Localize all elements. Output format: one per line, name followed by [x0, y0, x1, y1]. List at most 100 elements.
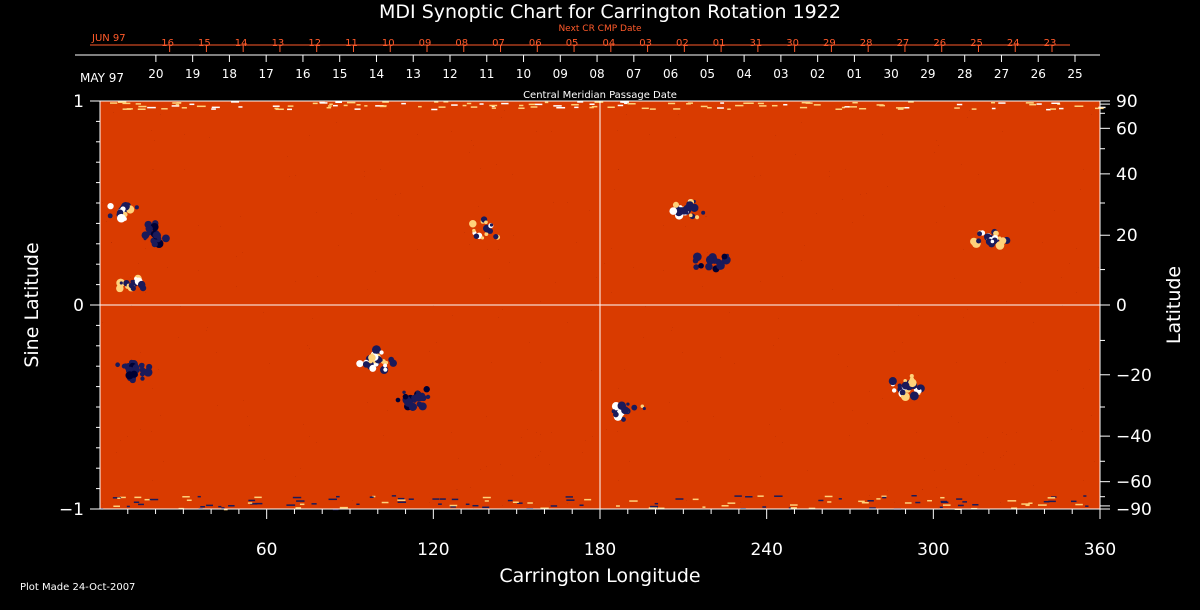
flux-element — [383, 363, 388, 368]
polar-flux — [629, 500, 638, 502]
polar-flux — [343, 104, 348, 107]
polar-flux — [574, 106, 579, 109]
polar-flux — [175, 104, 180, 106]
active-region — [115, 359, 153, 384]
next-cmp-date-label: 27 — [897, 38, 910, 49]
next-cmp-date-label: 29 — [823, 38, 836, 49]
polar-flux — [211, 108, 216, 110]
flux-element — [423, 386, 430, 393]
polar-flux — [182, 496, 190, 498]
flux-element — [402, 390, 406, 395]
flux-element — [909, 373, 914, 379]
polar-flux — [550, 505, 558, 507]
polar-flux — [401, 102, 406, 105]
polar-flux — [852, 101, 858, 104]
polar-flux — [735, 104, 744, 107]
polar-flux — [149, 498, 159, 501]
polar-flux — [667, 102, 676, 105]
y-tick-label-right: −90 — [1116, 500, 1152, 520]
polar-flux — [339, 506, 348, 509]
flux-element — [631, 404, 638, 411]
flux-element — [688, 213, 693, 218]
flux-element — [901, 381, 910, 390]
flux-element — [891, 388, 897, 393]
flux-element — [156, 235, 161, 240]
polar-flux — [805, 102, 813, 104]
y-tick-label-right: 60 — [1116, 119, 1138, 139]
polar-flux — [622, 101, 629, 103]
polar-flux — [372, 495, 376, 498]
y-tick-label-left: −1 — [59, 500, 84, 520]
polar-flux — [238, 106, 243, 108]
polar-flux — [379, 105, 387, 108]
polar-flux — [329, 103, 333, 106]
cmp-date-label: 19 — [185, 67, 200, 81]
cmp-date-label: 16 — [295, 67, 310, 81]
polar-flux — [530, 106, 538, 108]
polar-flux — [451, 498, 459, 501]
polar-flux — [624, 102, 628, 105]
flux-element — [425, 394, 431, 400]
polar-flux — [161, 108, 168, 110]
next-cmp-date-label: 12 — [308, 38, 321, 49]
y-tick-label-right: 0 — [1116, 296, 1127, 316]
flux-element — [694, 215, 700, 220]
flux-element — [116, 213, 126, 223]
polar-flux — [566, 499, 575, 501]
flux-element — [368, 353, 376, 362]
polar-flux — [895, 107, 905, 109]
next-cmp-date-label: 05 — [566, 38, 579, 49]
polar-flux — [482, 496, 491, 499]
polar-flux — [312, 102, 318, 105]
flux-element — [140, 376, 145, 381]
y-tick-label-left: 1 — [73, 92, 84, 112]
flux-element — [701, 210, 706, 215]
flux-element — [408, 402, 417, 411]
flux-element — [669, 207, 678, 215]
polar-flux — [876, 498, 881, 500]
polar-flux — [1051, 496, 1057, 498]
polar-flux — [117, 497, 121, 499]
polar-flux — [858, 500, 865, 503]
next-cmp-date-label: 25 — [970, 38, 983, 49]
polar-flux — [565, 496, 573, 498]
polar-flux — [335, 101, 342, 103]
flux-element — [976, 238, 982, 244]
next-cmp-date-label: 09 — [419, 38, 432, 49]
polar-flux — [286, 504, 296, 506]
flux-element — [384, 360, 389, 365]
polar-flux — [382, 101, 389, 103]
cmp-date-label: 01 — [847, 67, 862, 81]
polar-flux — [721, 505, 729, 507]
polar-flux — [527, 502, 533, 504]
polar-flux — [577, 101, 584, 103]
polar-flux — [759, 105, 767, 107]
flux-element — [356, 360, 364, 368]
cmp-date-label: 14 — [369, 67, 384, 81]
polar-flux — [1037, 504, 1047, 506]
polar-flux — [295, 507, 302, 509]
polar-flux — [211, 106, 220, 109]
polar-flux — [540, 507, 549, 510]
polar-flux — [869, 507, 876, 509]
flux-element — [693, 264, 700, 270]
polar-flux — [466, 102, 472, 105]
flux-element — [472, 228, 476, 233]
polar-flux — [571, 103, 579, 106]
polar-flux — [326, 106, 332, 109]
polar-flux — [1098, 106, 1106, 109]
cmp-date-label: 30 — [884, 67, 899, 81]
polar-flux — [346, 101, 356, 104]
polar-flux — [818, 499, 824, 502]
flux-element — [145, 225, 153, 233]
polar-flux — [440, 498, 446, 500]
polar-flux — [432, 498, 440, 500]
polar-flux — [861, 501, 869, 504]
flux-element — [698, 262, 704, 269]
polar-flux — [472, 504, 479, 507]
polar-flux — [734, 495, 742, 497]
flux-element — [721, 253, 728, 260]
flux-element — [611, 409, 616, 414]
flux-element — [484, 232, 489, 237]
polar-flux — [375, 105, 384, 107]
